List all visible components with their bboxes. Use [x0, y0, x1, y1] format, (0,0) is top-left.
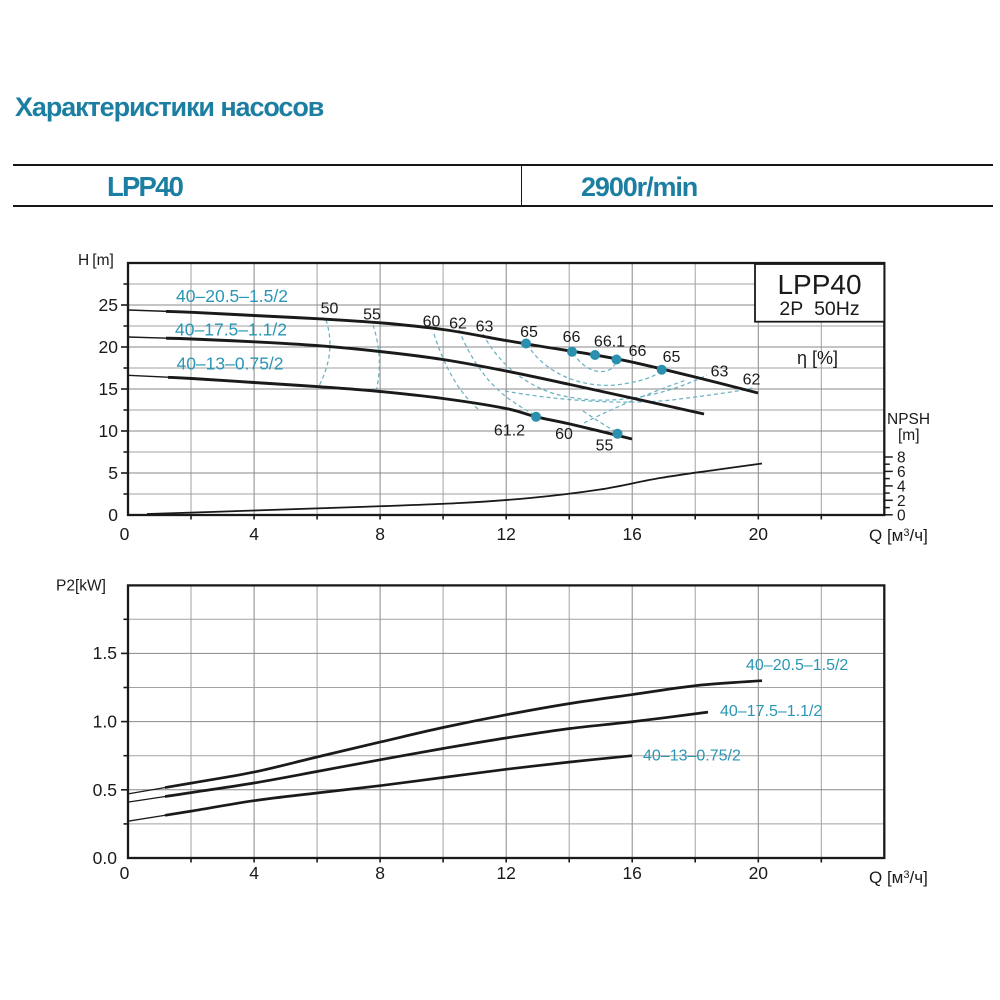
svg-text:40–20.5–1.5/2: 40–20.5–1.5/2: [746, 657, 848, 674]
svg-text:LPP40: LPP40: [777, 269, 861, 300]
svg-text:40–20.5–1.5/2: 40–20.5–1.5/2: [176, 286, 288, 306]
svg-text:8: 8: [897, 450, 906, 467]
svg-text:60: 60: [555, 426, 573, 443]
svg-text:0.0: 0.0: [93, 848, 118, 868]
svg-text:61.2: 61.2: [494, 423, 525, 440]
svg-text:40–17.5–1.1/2: 40–17.5–1.1/2: [175, 320, 287, 340]
svg-text:20: 20: [749, 863, 769, 883]
svg-text:[m]: [m]: [898, 427, 920, 444]
svg-text:2: 2: [897, 493, 906, 510]
svg-text:12: 12: [496, 863, 515, 883]
svg-text:63: 63: [711, 364, 729, 381]
svg-text:6: 6: [897, 464, 906, 481]
svg-text:NPSH: NPSH: [887, 411, 930, 428]
svg-text:0: 0: [108, 505, 118, 525]
svg-text:12: 12: [496, 524, 515, 544]
svg-text:65: 65: [520, 324, 538, 341]
svg-text:20: 20: [749, 524, 769, 544]
svg-text:55: 55: [596, 438, 614, 455]
svg-text:Q [м3/ч]: Q [м3/ч]: [869, 526, 928, 545]
svg-text:4: 4: [249, 863, 259, 883]
svg-text:Q [м3/ч]: Q [м3/ч]: [869, 868, 928, 887]
svg-text:40–13–0.75/2: 40–13–0.75/2: [176, 354, 283, 374]
svg-text:25: 25: [99, 295, 118, 315]
svg-text:0: 0: [897, 507, 906, 524]
svg-text:55: 55: [363, 307, 381, 324]
svg-text:0: 0: [120, 524, 130, 544]
svg-text:2P 50Hz: 2P 50Hz: [779, 298, 859, 320]
svg-text:0.5: 0.5: [93, 780, 117, 800]
svg-text:16: 16: [622, 863, 641, 883]
svg-text:15: 15: [99, 379, 118, 399]
svg-text:1.0: 1.0: [93, 712, 118, 732]
svg-text:40–17.5–1.1/2: 40–17.5–1.1/2: [720, 703, 822, 720]
svg-text:66.1: 66.1: [594, 334, 625, 351]
svg-text:66: 66: [629, 343, 647, 360]
svg-text:40–13–0.75/2: 40–13–0.75/2: [643, 748, 741, 765]
svg-text:62: 62: [743, 372, 761, 389]
svg-text:62: 62: [449, 316, 467, 333]
svg-text:8: 8: [375, 863, 385, 883]
svg-text:5: 5: [108, 463, 118, 483]
svg-text:60: 60: [423, 314, 441, 331]
svg-text:0: 0: [120, 863, 130, 883]
svg-text:66: 66: [563, 329, 581, 346]
svg-text:20: 20: [99, 337, 119, 357]
svg-text:10: 10: [99, 421, 119, 441]
svg-text:4: 4: [249, 524, 259, 544]
svg-text:63: 63: [476, 319, 494, 336]
svg-text:8: 8: [375, 524, 385, 544]
svg-text:16: 16: [622, 524, 641, 544]
svg-text:P2[kW]: P2[kW]: [56, 578, 106, 595]
svg-text:4: 4: [897, 478, 906, 495]
svg-text:50: 50: [321, 301, 339, 318]
svg-text:η [%]: η [%]: [797, 348, 838, 368]
svg-text:H [m]: H [m]: [78, 252, 114, 269]
svg-text:1.5: 1.5: [93, 643, 117, 663]
svg-text:65: 65: [663, 349, 681, 366]
